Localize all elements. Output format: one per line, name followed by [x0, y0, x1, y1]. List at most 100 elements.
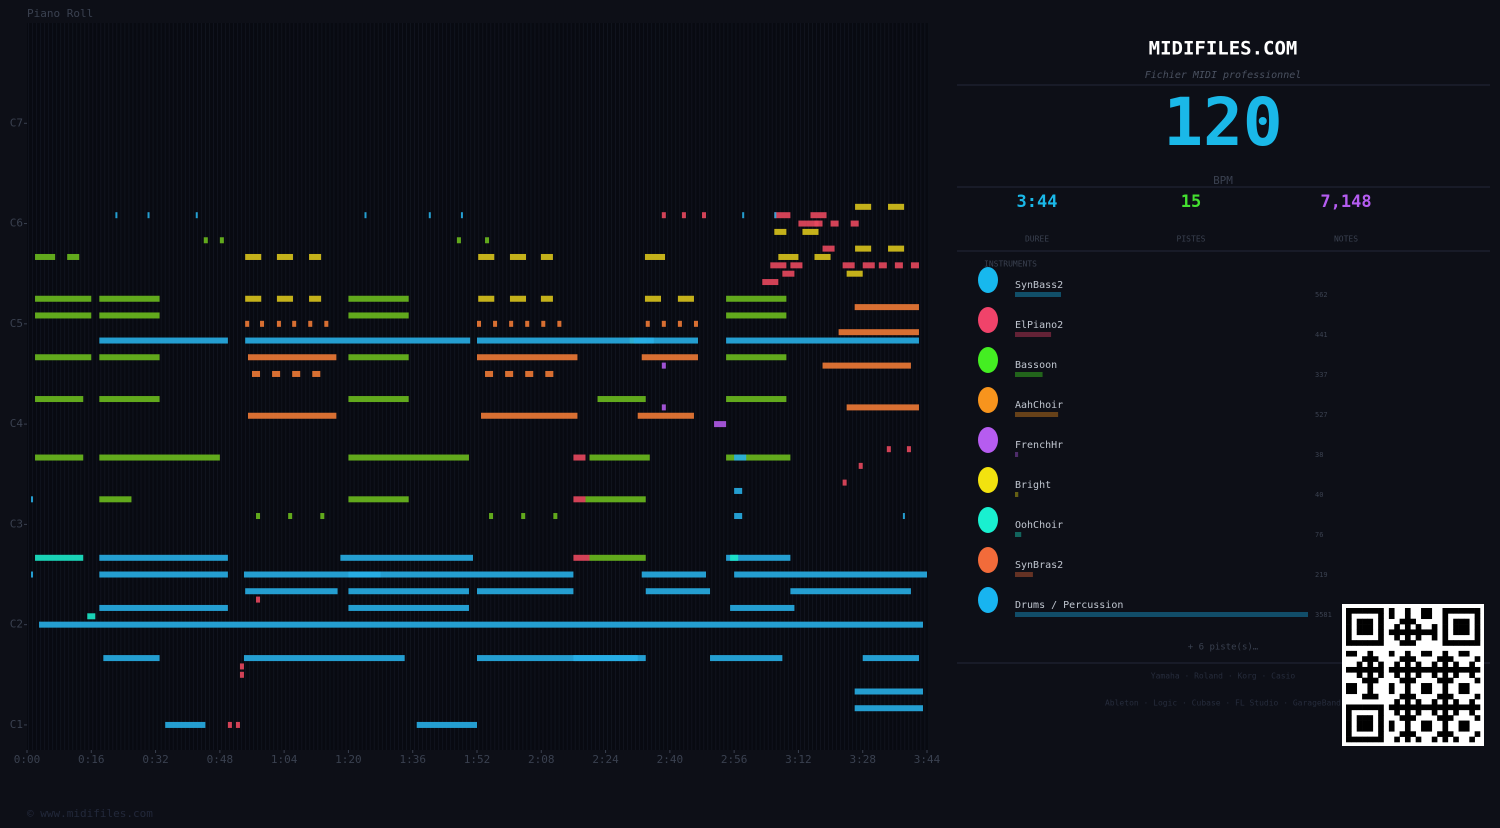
qr-module [1453, 666, 1459, 673]
instrument-dot [978, 347, 998, 373]
instrument-name: Bright [1015, 480, 1051, 491]
qr-module [1458, 666, 1465, 673]
note [855, 245, 872, 252]
note [734, 571, 927, 578]
qr-module [1421, 629, 1427, 636]
note [810, 212, 827, 219]
qr-module [1399, 677, 1406, 684]
note [485, 370, 494, 377]
qr-module [1453, 704, 1459, 711]
qr-module [1346, 640, 1352, 646]
note [99, 554, 228, 561]
note [31, 571, 34, 578]
qr-module [1388, 650, 1395, 657]
instrument-bar [1015, 372, 1043, 377]
section-heading: INSTRUMENTS [984, 260, 1037, 269]
qr-module [1442, 634, 1449, 641]
qr-module [1404, 640, 1411, 646]
instrument-dot [978, 387, 998, 413]
qr-module [1474, 666, 1481, 673]
qr-module [1404, 715, 1411, 721]
qr-module [1469, 661, 1475, 668]
note [726, 396, 787, 403]
note [509, 253, 527, 260]
qr-module [1437, 677, 1443, 684]
qr-module [1437, 715, 1443, 721]
qr-module [1415, 661, 1422, 668]
qr-module [1410, 640, 1416, 646]
instrument-bar [1015, 292, 1061, 297]
note [878, 262, 887, 269]
note [312, 370, 321, 377]
qr-module [1458, 683, 1465, 689]
note [637, 412, 694, 419]
note [842, 262, 855, 269]
note [247, 354, 337, 361]
note [726, 554, 791, 561]
qr-module [1367, 650, 1374, 657]
qr-module [1447, 704, 1454, 711]
qr-module [1442, 650, 1449, 657]
qr-module [1458, 725, 1465, 732]
note [35, 396, 84, 403]
note [99, 496, 132, 503]
instrument-count: 219 [1315, 571, 1328, 579]
qr-module [1458, 618, 1465, 625]
qr-module [1426, 704, 1433, 711]
qr-module [1346, 704, 1352, 711]
note [509, 320, 514, 327]
qr-module [1469, 666, 1475, 673]
note [730, 554, 739, 561]
note [855, 203, 872, 210]
note [478, 253, 495, 260]
qr-module [1431, 629, 1438, 636]
qr-module [1378, 629, 1384, 636]
note [858, 462, 863, 469]
note [99, 312, 160, 319]
note [677, 320, 682, 327]
qr-module [1421, 720, 1427, 727]
note [505, 370, 514, 377]
instrument-bar [1015, 532, 1022, 537]
qr-module [1378, 709, 1384, 716]
qr-module [1458, 704, 1465, 711]
qr-module [1388, 683, 1395, 689]
note [309, 295, 322, 302]
qr-module [1367, 661, 1374, 668]
note [272, 370, 281, 377]
y-tick-label: C3 [10, 517, 23, 530]
qr-module [1362, 640, 1368, 646]
qr-module [1458, 688, 1465, 695]
note [276, 320, 281, 327]
x-tick-label: 0:32 [142, 753, 169, 766]
note [774, 212, 777, 219]
qr-module [1410, 731, 1416, 737]
qr-module [1388, 704, 1395, 711]
qr-module [1404, 634, 1411, 641]
note [243, 655, 405, 662]
qr-module [1378, 725, 1384, 732]
qr-module [1394, 624, 1400, 630]
qr-module [1346, 634, 1352, 641]
qr-modules [1346, 608, 1481, 743]
stat-label: DUREE [1025, 235, 1049, 244]
qr-module [1453, 618, 1459, 625]
qr-module [1469, 672, 1475, 678]
x-tick-label: 1:52 [464, 753, 491, 766]
qr-module [1469, 736, 1475, 743]
note [573, 554, 590, 561]
note [525, 370, 534, 377]
note [348, 496, 409, 503]
qr-module [1437, 666, 1443, 673]
qr-module [1410, 704, 1416, 711]
qr-module [1426, 650, 1433, 657]
instrument-dot [978, 427, 998, 453]
qr-module [1453, 672, 1459, 678]
qr-module [1442, 666, 1449, 673]
note [585, 496, 646, 503]
qr-module [1474, 618, 1481, 625]
qr-module [1421, 725, 1427, 732]
qr-module [1474, 613, 1481, 620]
instrument-name: Bassoon [1015, 360, 1057, 371]
qr-module [1362, 725, 1368, 732]
